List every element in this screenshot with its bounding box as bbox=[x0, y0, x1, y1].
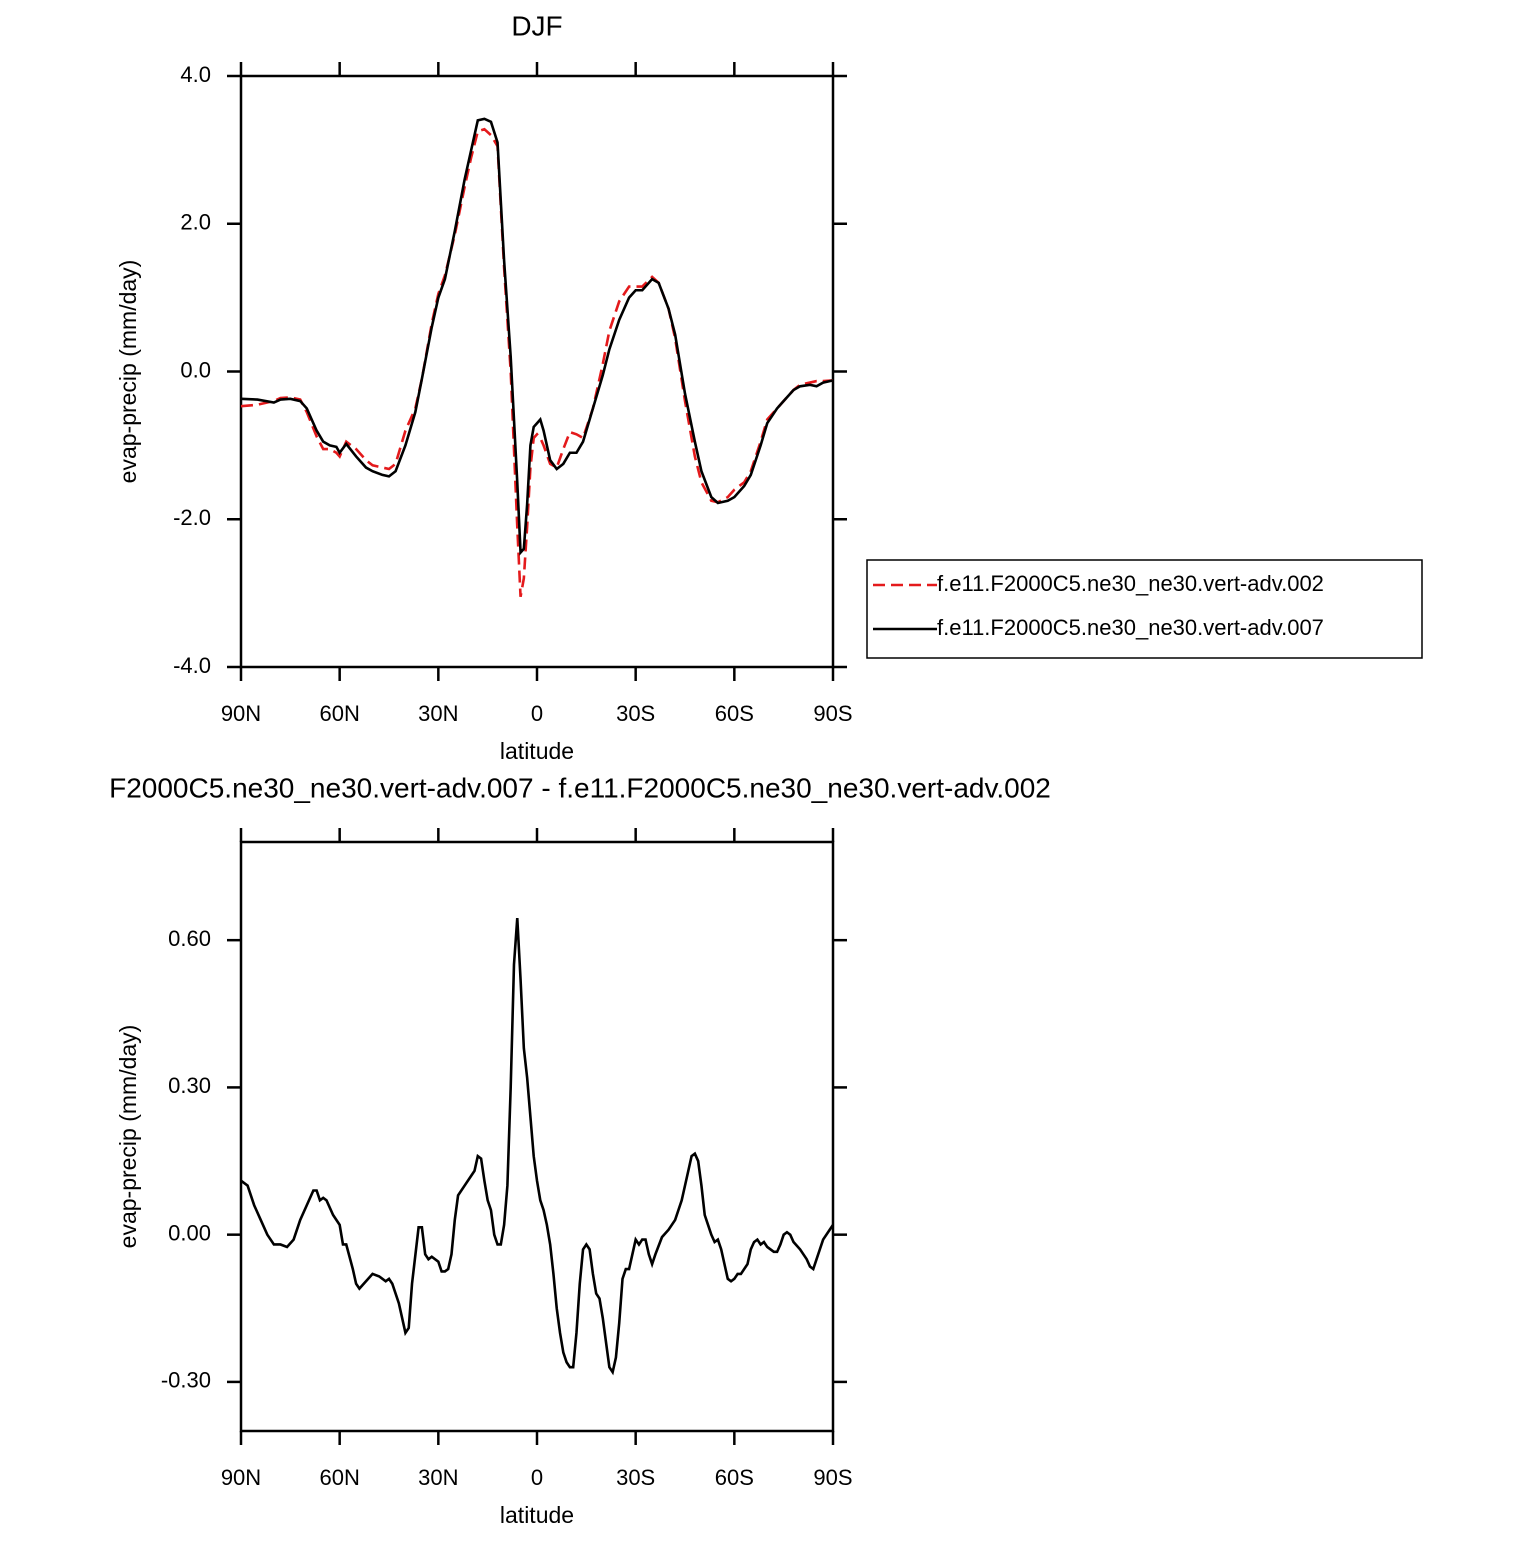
y-tick-label: -4.0 bbox=[173, 653, 211, 678]
x-tick-label: 60S bbox=[715, 1465, 754, 1490]
x-tick-label: 30N bbox=[418, 1465, 458, 1490]
plot-frame bbox=[239, 840, 835, 1433]
y-tick-label: 0.0 bbox=[180, 357, 211, 382]
chart-title: F2000C5.ne30_ne30.vert-adv.007 - f.e11.F… bbox=[109, 772, 1051, 803]
x-tick-label: 30S bbox=[616, 701, 655, 726]
x-tick-label: 30S bbox=[616, 1465, 655, 1490]
y-axis-label: evap-precip (mm/day) bbox=[115, 1025, 141, 1249]
x-tick-label: 0 bbox=[531, 1465, 543, 1490]
data-line bbox=[240, 917, 835, 1376]
data-line bbox=[240, 127, 834, 598]
x-tick-label: 90S bbox=[813, 701, 852, 726]
x-tick-label: 30N bbox=[418, 701, 458, 726]
x-tick-label: 60S bbox=[715, 701, 754, 726]
x-tick-label: 60N bbox=[319, 701, 359, 726]
plot-frame bbox=[239, 74, 835, 669]
y-axis-label: evap-precip (mm/day) bbox=[115, 260, 141, 484]
x-tick-label: 90N bbox=[221, 701, 261, 726]
legend-label: f.e11.F2000C5.ne30_ne30.vert-adv.007 bbox=[937, 615, 1324, 640]
data-line bbox=[240, 117, 834, 556]
legend-label: f.e11.F2000C5.ne30_ne30.vert-adv.002 bbox=[937, 571, 1324, 596]
x-axis-label: latitude bbox=[500, 1502, 574, 1528]
x-axis-label: latitude bbox=[500, 738, 574, 764]
y-tick-label: 0.60 bbox=[168, 926, 211, 951]
chart-title: DJF bbox=[511, 10, 562, 41]
y-tick-label: 2.0 bbox=[180, 210, 211, 235]
y-tick-label: -2.0 bbox=[173, 505, 211, 530]
y-tick-label: 0.00 bbox=[168, 1220, 211, 1245]
y-tick-label: 0.30 bbox=[168, 1073, 211, 1098]
x-tick-label: 60N bbox=[319, 1465, 359, 1490]
x-tick-label: 90S bbox=[813, 1465, 852, 1490]
x-tick-label: 90N bbox=[221, 1465, 261, 1490]
y-tick-label: -0.30 bbox=[161, 1368, 211, 1393]
legend-box bbox=[866, 559, 1423, 659]
x-tick-label: 0 bbox=[531, 701, 543, 726]
y-tick-label: 4.0 bbox=[180, 62, 211, 87]
